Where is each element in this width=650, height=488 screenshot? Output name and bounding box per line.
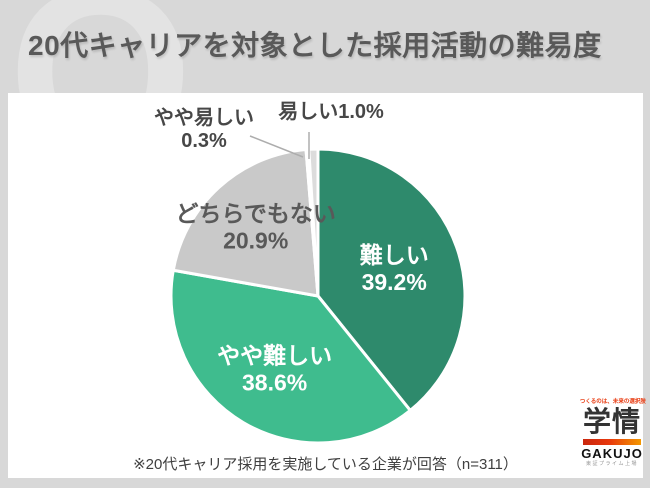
pie-slice-2 <box>171 147 320 298</box>
page-title: 20代キャリアを対象とした採用活動の難易度 <box>28 30 602 61</box>
logo-gradient-bar <box>583 439 641 446</box>
logo-listing: 東証プライム上場 <box>586 461 638 468</box>
label-yaya-yasashii: やや易しい 0.3% <box>154 107 254 153</box>
slice-label-1-value: 38.6% <box>242 369 307 395</box>
logo-kanji: 学情 <box>582 406 641 437</box>
label-yaya-yasashii-value: 0.3% <box>181 130 227 152</box>
label-yasashii-text: 易しい <box>278 101 339 123</box>
label-yasashii: 易しい1.0% <box>278 101 384 124</box>
slice-label-0-value: 39.2% <box>362 269 427 295</box>
label-yasashii-value: 1.0% <box>338 101 384 123</box>
survey-note: ※20代キャリア採用を実施している企業が回答（n=311） <box>133 456 518 473</box>
slice-label-1-name: やや難しい <box>217 342 332 368</box>
chart-panel: 難しい 39.2% やや難しい 38.6% どちらでもない 20.9% やや易しい 0.3… <box>8 93 646 478</box>
label-yaya-yasashii-text: やや易しい <box>154 107 254 129</box>
gakujo-logo: つくるのは、未来の選択肢 学情 GAKUJO 東証プライム上場 <box>577 399 647 467</box>
slice-label-0-name: 難しい <box>360 242 429 268</box>
leader-line-yaya-yasashii <box>249 135 304 158</box>
slice-label-2-value: 20.9% <box>223 228 288 254</box>
leader-lines <box>249 132 310 159</box>
pie-slices <box>169 147 467 445</box>
pie-slice-0 <box>316 147 467 412</box>
pie-slice-1 <box>169 268 412 445</box>
slice-label-2-name: どちらでもない <box>176 201 336 227</box>
logo-tagline: つくるのは、未来の選択肢 <box>579 399 646 405</box>
logo-latin: GAKUJO <box>581 446 643 462</box>
